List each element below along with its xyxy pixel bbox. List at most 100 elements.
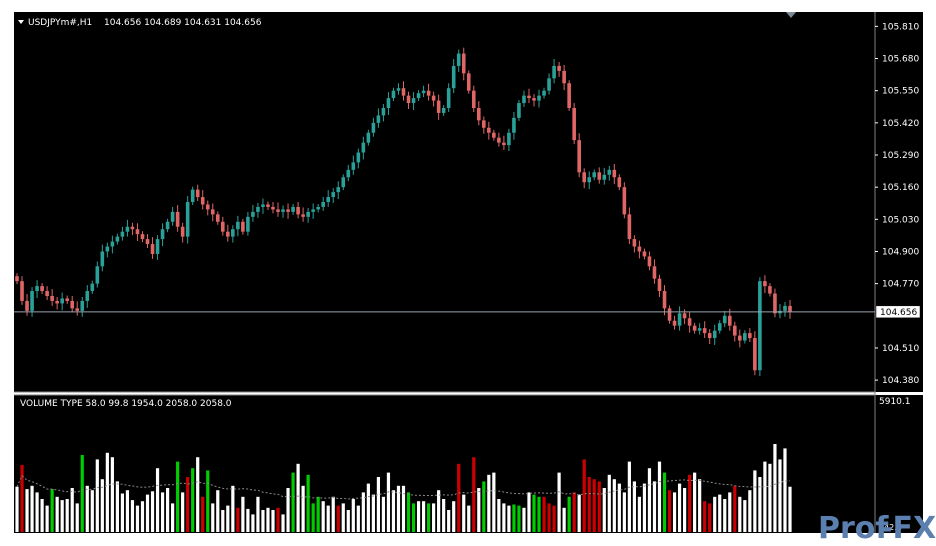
volume-bar <box>682 488 687 532</box>
symbol-menu-triangle-icon[interactable] <box>18 20 24 24</box>
volume-bar <box>85 485 89 532</box>
candle-body <box>783 305 787 311</box>
volume-bar <box>276 507 280 532</box>
volume-bar <box>487 474 491 532</box>
price-tick-label: 105.550 <box>882 87 919 97</box>
volume-bar <box>351 499 355 532</box>
candle-body <box>135 229 140 235</box>
price-axis[interactable] <box>875 12 923 392</box>
candle-body <box>727 315 732 326</box>
candle-body <box>296 206 300 215</box>
candle-body <box>456 53 461 66</box>
volume-bar <box>90 490 94 532</box>
volume-bar <box>567 496 571 532</box>
volume-bar <box>171 503 175 532</box>
volume-bar <box>718 494 722 532</box>
volume-bar <box>432 503 436 532</box>
candle-body <box>697 328 702 331</box>
volume-bar <box>301 485 305 532</box>
candle-body <box>512 117 516 133</box>
volume-bar <box>411 503 416 532</box>
volume-bars-group <box>15 444 792 532</box>
candle-body <box>441 108 446 113</box>
volume-bar <box>537 496 541 532</box>
volume-bar <box>447 510 451 532</box>
candle-body <box>657 278 662 292</box>
volume-bar <box>562 507 566 532</box>
candle-body <box>421 90 426 94</box>
volume-min-label: 142.5 <box>879 523 902 532</box>
price-tick-label: 105.030 <box>882 215 919 225</box>
volume-bar <box>597 481 601 532</box>
candle-body <box>386 98 391 108</box>
chart-shift-marker-icon[interactable] <box>786 12 796 18</box>
candle-body <box>256 206 260 212</box>
volume-bar <box>783 448 787 532</box>
candle-body <box>517 103 521 118</box>
candle-body <box>231 229 235 237</box>
candle-body <box>602 174 607 180</box>
volume-bar <box>677 483 682 532</box>
candle-body <box>25 300 29 311</box>
candle-body <box>366 132 371 143</box>
volume-bar <box>60 500 64 532</box>
volume-bar <box>196 457 200 532</box>
volume-bar <box>376 477 381 532</box>
price-tick-label: 105.420 <box>882 119 919 129</box>
candle-body <box>60 298 64 304</box>
volume-bar <box>296 463 300 532</box>
volume-bar <box>708 503 712 532</box>
volume-bar <box>160 492 165 532</box>
candle-body <box>406 95 411 104</box>
candle-body <box>155 239 160 254</box>
candle-body <box>150 244 155 254</box>
candle-body <box>65 298 69 301</box>
volume-bar <box>426 503 431 532</box>
candle-body <box>311 209 315 212</box>
candle-body <box>130 226 135 230</box>
volume-indicator-title: VOLUME TYPE 58.0 99.8 1954.0 2058.0 2058… <box>20 399 232 409</box>
volume-bar <box>181 492 185 532</box>
candle-body <box>712 330 717 339</box>
volume-bar <box>100 479 104 532</box>
volume-bar <box>612 479 616 532</box>
volume-bar <box>45 505 49 532</box>
candle-body <box>652 266 657 279</box>
volume-bar <box>145 494 150 532</box>
volume-bar <box>738 496 742 532</box>
volume-bar <box>657 461 662 532</box>
candle-body <box>567 83 571 108</box>
candle-body <box>336 187 341 193</box>
price-panel[interactable] <box>14 12 875 392</box>
candle-body <box>466 73 471 91</box>
candle-body <box>768 286 772 294</box>
volume-bar <box>437 490 441 532</box>
candle-body <box>246 216 250 232</box>
volume-bar <box>326 505 330 532</box>
candle-body <box>522 95 526 104</box>
volume-bar <box>291 472 295 532</box>
volume-bar <box>542 496 546 532</box>
candle-body <box>381 108 386 116</box>
volume-bar <box>522 507 526 532</box>
candle-body <box>622 187 627 215</box>
volume-bar <box>396 485 401 532</box>
candle-body <box>597 172 602 180</box>
volume-average-line <box>16 475 791 500</box>
volume-bar <box>25 489 29 532</box>
volume-bar <box>256 496 260 532</box>
current-price-box <box>875 305 921 319</box>
volume-bar <box>492 472 496 532</box>
volume-bar <box>788 486 792 532</box>
volume-bar <box>226 505 230 532</box>
candle-body <box>431 95 436 101</box>
volume-bar <box>236 507 240 532</box>
candle-body <box>220 221 225 232</box>
candle-body <box>532 98 536 101</box>
volume-bar <box>321 501 325 532</box>
candle-body <box>251 211 255 217</box>
volume-bar <box>176 461 180 532</box>
volume-bar <box>135 505 140 532</box>
candle-body <box>165 221 170 230</box>
